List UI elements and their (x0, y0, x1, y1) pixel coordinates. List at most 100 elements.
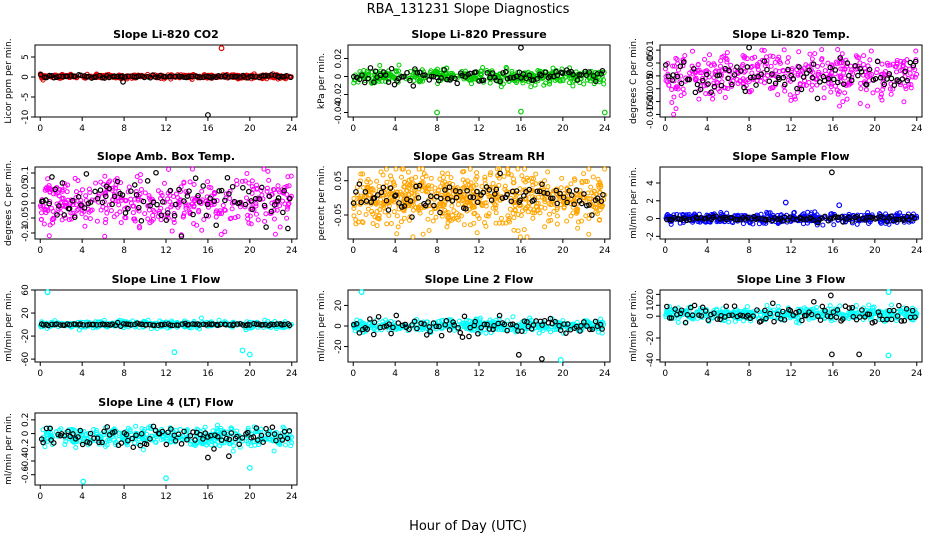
data-point (248, 221, 254, 227)
reference-point (455, 325, 461, 331)
reference-point (497, 78, 504, 85)
data-point (512, 196, 518, 202)
x-tick-label: 0 (662, 124, 668, 134)
data-point (496, 220, 502, 226)
data-point (874, 87, 880, 93)
data-point (687, 70, 693, 76)
data-point (808, 87, 814, 93)
data-point (494, 166, 500, 172)
data-point (420, 166, 426, 172)
reference-point (553, 187, 560, 194)
reference-point (268, 208, 275, 215)
reference-point (697, 86, 704, 93)
reference-point (526, 72, 533, 79)
reference-point (216, 188, 222, 194)
data-point (401, 215, 407, 221)
data-point (759, 47, 765, 53)
reference-point (83, 171, 90, 177)
data-point (558, 185, 564, 191)
data-point (466, 182, 472, 188)
reference-point (262, 73, 269, 79)
data-point (119, 195, 125, 201)
data-point (374, 223, 380, 229)
data-point (82, 223, 88, 229)
data-point (373, 201, 379, 207)
data-point (750, 221, 756, 227)
outlier-point (239, 347, 246, 354)
data-point (392, 182, 398, 188)
reference-point (144, 178, 151, 184)
data-point (669, 100, 675, 106)
data-point (566, 80, 572, 86)
data-point (511, 227, 517, 233)
data-point (893, 69, 899, 75)
data-point (548, 217, 554, 223)
data-point (748, 64, 754, 70)
data-point (722, 85, 728, 91)
data-point (837, 103, 843, 109)
data-point (893, 64, 899, 70)
data-point (542, 224, 548, 230)
x-tick-label: 8 (434, 124, 440, 134)
data-point (531, 176, 537, 182)
reference-point (175, 73, 182, 80)
data-point (277, 224, 283, 230)
data-point (425, 216, 431, 222)
data-point (672, 63, 678, 69)
data-point (695, 62, 701, 68)
reference-point (276, 74, 282, 80)
reference-point (708, 89, 714, 95)
y-tick-label: -2 (646, 232, 656, 241)
data-point (803, 82, 809, 88)
reference-point (692, 89, 699, 96)
data-point (388, 73, 394, 79)
data-point (253, 201, 259, 207)
data-point (519, 173, 525, 179)
reference-point (218, 187, 225, 194)
data-point (413, 174, 419, 180)
data-point (288, 173, 294, 179)
plot-frame (34, 44, 298, 118)
data-point (547, 211, 553, 217)
reference-point (578, 72, 584, 78)
data-point (271, 207, 277, 213)
data-point (369, 186, 375, 192)
data-point (436, 201, 442, 207)
data-point (556, 196, 562, 202)
reference-point (581, 191, 587, 197)
reference-point (106, 185, 113, 192)
reference-point (181, 198, 187, 204)
reference-point (459, 72, 465, 79)
panel-title: Slope Sample Flow (732, 150, 849, 163)
reference-point (200, 74, 206, 80)
data-point (518, 213, 524, 219)
reference-point (734, 64, 740, 70)
data-point (136, 223, 142, 229)
data-point (770, 54, 776, 60)
reference-point (600, 191, 606, 198)
reference-point (125, 205, 131, 212)
data-point (493, 220, 499, 226)
reference-point (467, 194, 474, 200)
x-tick-label: 20 (244, 124, 256, 134)
data-point (792, 94, 798, 100)
x-tick-label: 8 (121, 369, 127, 379)
x-tick-label: 0 (662, 369, 668, 379)
data-point (696, 96, 702, 102)
data-point (388, 197, 394, 203)
data-point (464, 178, 470, 184)
data-point (474, 230, 480, 236)
x-tick-label: 16 (202, 124, 214, 134)
data-point (511, 176, 517, 182)
data-point (102, 173, 108, 179)
reference-point (738, 68, 744, 74)
data-point (522, 166, 528, 172)
reference-point (705, 81, 711, 87)
data-point (595, 329, 601, 335)
reference-point (483, 184, 490, 190)
data-point (511, 215, 517, 221)
data-point (59, 187, 65, 193)
panel-ylabel: Licor ppm per min. (4, 38, 14, 123)
data-point (64, 189, 70, 195)
data-point (554, 213, 560, 219)
